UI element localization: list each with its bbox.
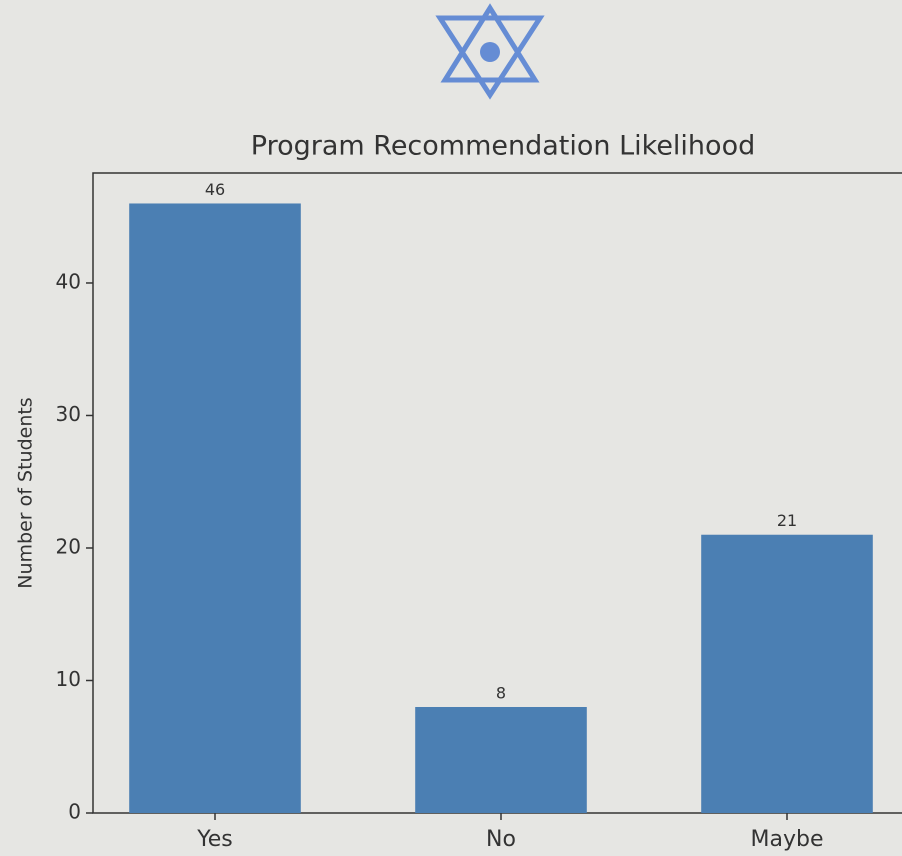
y-axis-label: Number of Students	[15, 397, 37, 588]
y-tick-label: 30	[56, 402, 81, 426]
x-tick-label: Yes	[196, 827, 233, 852]
x-tick-label: No	[486, 827, 516, 852]
y-tick-label: 0	[68, 800, 81, 824]
y-tick-label: 40	[56, 269, 81, 293]
bar	[129, 203, 301, 813]
bar	[415, 707, 587, 813]
value-label: 46	[205, 180, 225, 199]
value-label: 21	[777, 511, 797, 530]
x-tick-label: Maybe	[751, 827, 824, 852]
y-tick-label: 20	[56, 534, 81, 558]
value-label: 8	[496, 683, 506, 702]
y-tick-label: 10	[56, 667, 81, 691]
chart: Program Recommendation Likelihood Number…	[0, 0, 902, 856]
chart-title: Program Recommendation Likelihood	[251, 131, 755, 162]
bar	[701, 535, 873, 813]
